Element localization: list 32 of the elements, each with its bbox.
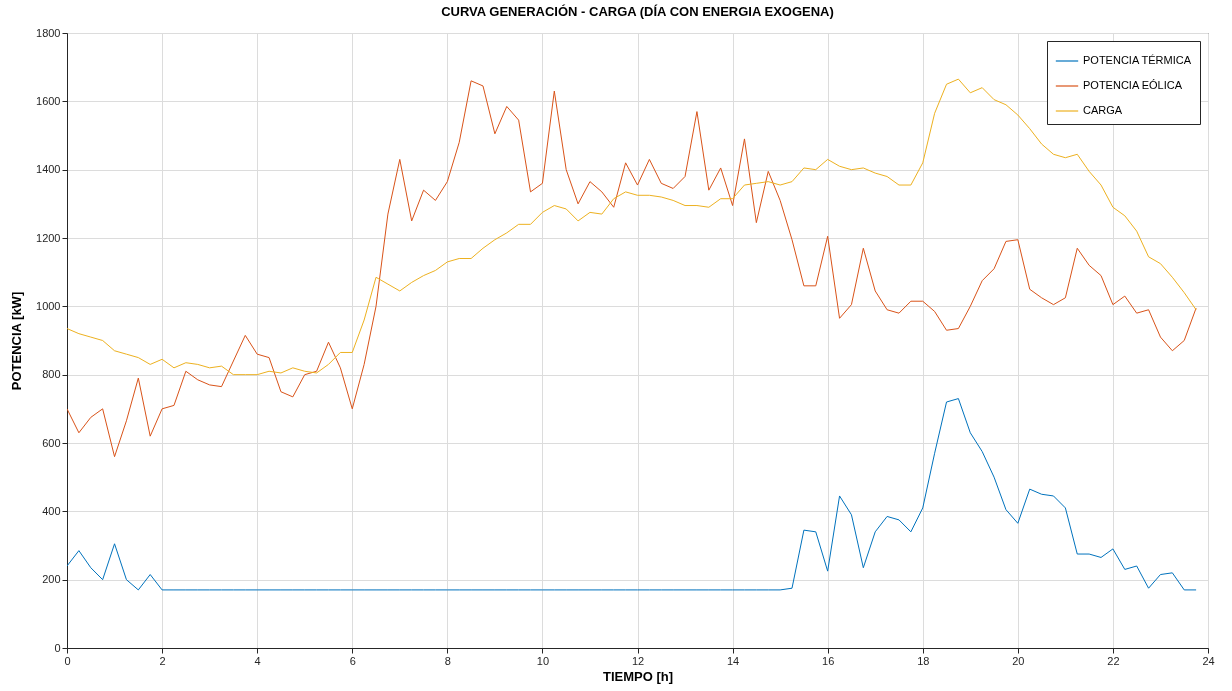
chart-title: CURVA GENERACIÓN - CARGA (DÍA CON ENERGIA EXOGENA) xyxy=(441,4,834,19)
x-tick-label: 4 xyxy=(254,654,261,667)
y-tick-label: 1200 xyxy=(36,231,61,244)
x-tick-label: 22 xyxy=(1107,654,1120,667)
x-tick-label: 10 xyxy=(536,654,550,667)
legend-label: CARGA xyxy=(1083,104,1123,116)
legend-label: POTENCIA TÉRMICA xyxy=(1083,54,1192,66)
y-tick-label: 0 xyxy=(54,641,61,654)
y-tick-label: 1600 xyxy=(36,94,61,107)
line-series xyxy=(67,80,1197,458)
x-axis-title: TIEMPO [h] xyxy=(602,668,674,684)
x-tick-label: 6 xyxy=(349,654,356,667)
y-tick-label: 600 xyxy=(42,436,61,449)
x-tick-label: 24 xyxy=(1202,654,1215,667)
y-tick-label: 800 xyxy=(42,368,61,381)
x-tick-label: 12 xyxy=(631,654,645,667)
x-tick-label: 2 xyxy=(159,654,166,667)
line-series xyxy=(67,78,1197,376)
y-tick-label: 200 xyxy=(42,573,61,586)
y-tick-label: 400 xyxy=(42,504,61,517)
x-tick-label: 0 xyxy=(64,654,71,667)
x-tick-label: 16 xyxy=(822,654,835,667)
y-axis-title: POTENCIA [kW] xyxy=(9,291,25,391)
x-tick-label: 20 xyxy=(1012,654,1025,667)
x-tick-label: 14 xyxy=(726,654,740,667)
y-tick-label: 1800 xyxy=(36,26,61,39)
x-tick-label: 18 xyxy=(917,654,930,667)
legend-label: POTENCIA EÓLICA xyxy=(1083,79,1183,91)
line-series xyxy=(67,398,1197,591)
y-tick-label: 1400 xyxy=(36,163,61,176)
x-tick-label: 8 xyxy=(444,654,451,667)
y-tick-label: 1000 xyxy=(36,299,61,312)
